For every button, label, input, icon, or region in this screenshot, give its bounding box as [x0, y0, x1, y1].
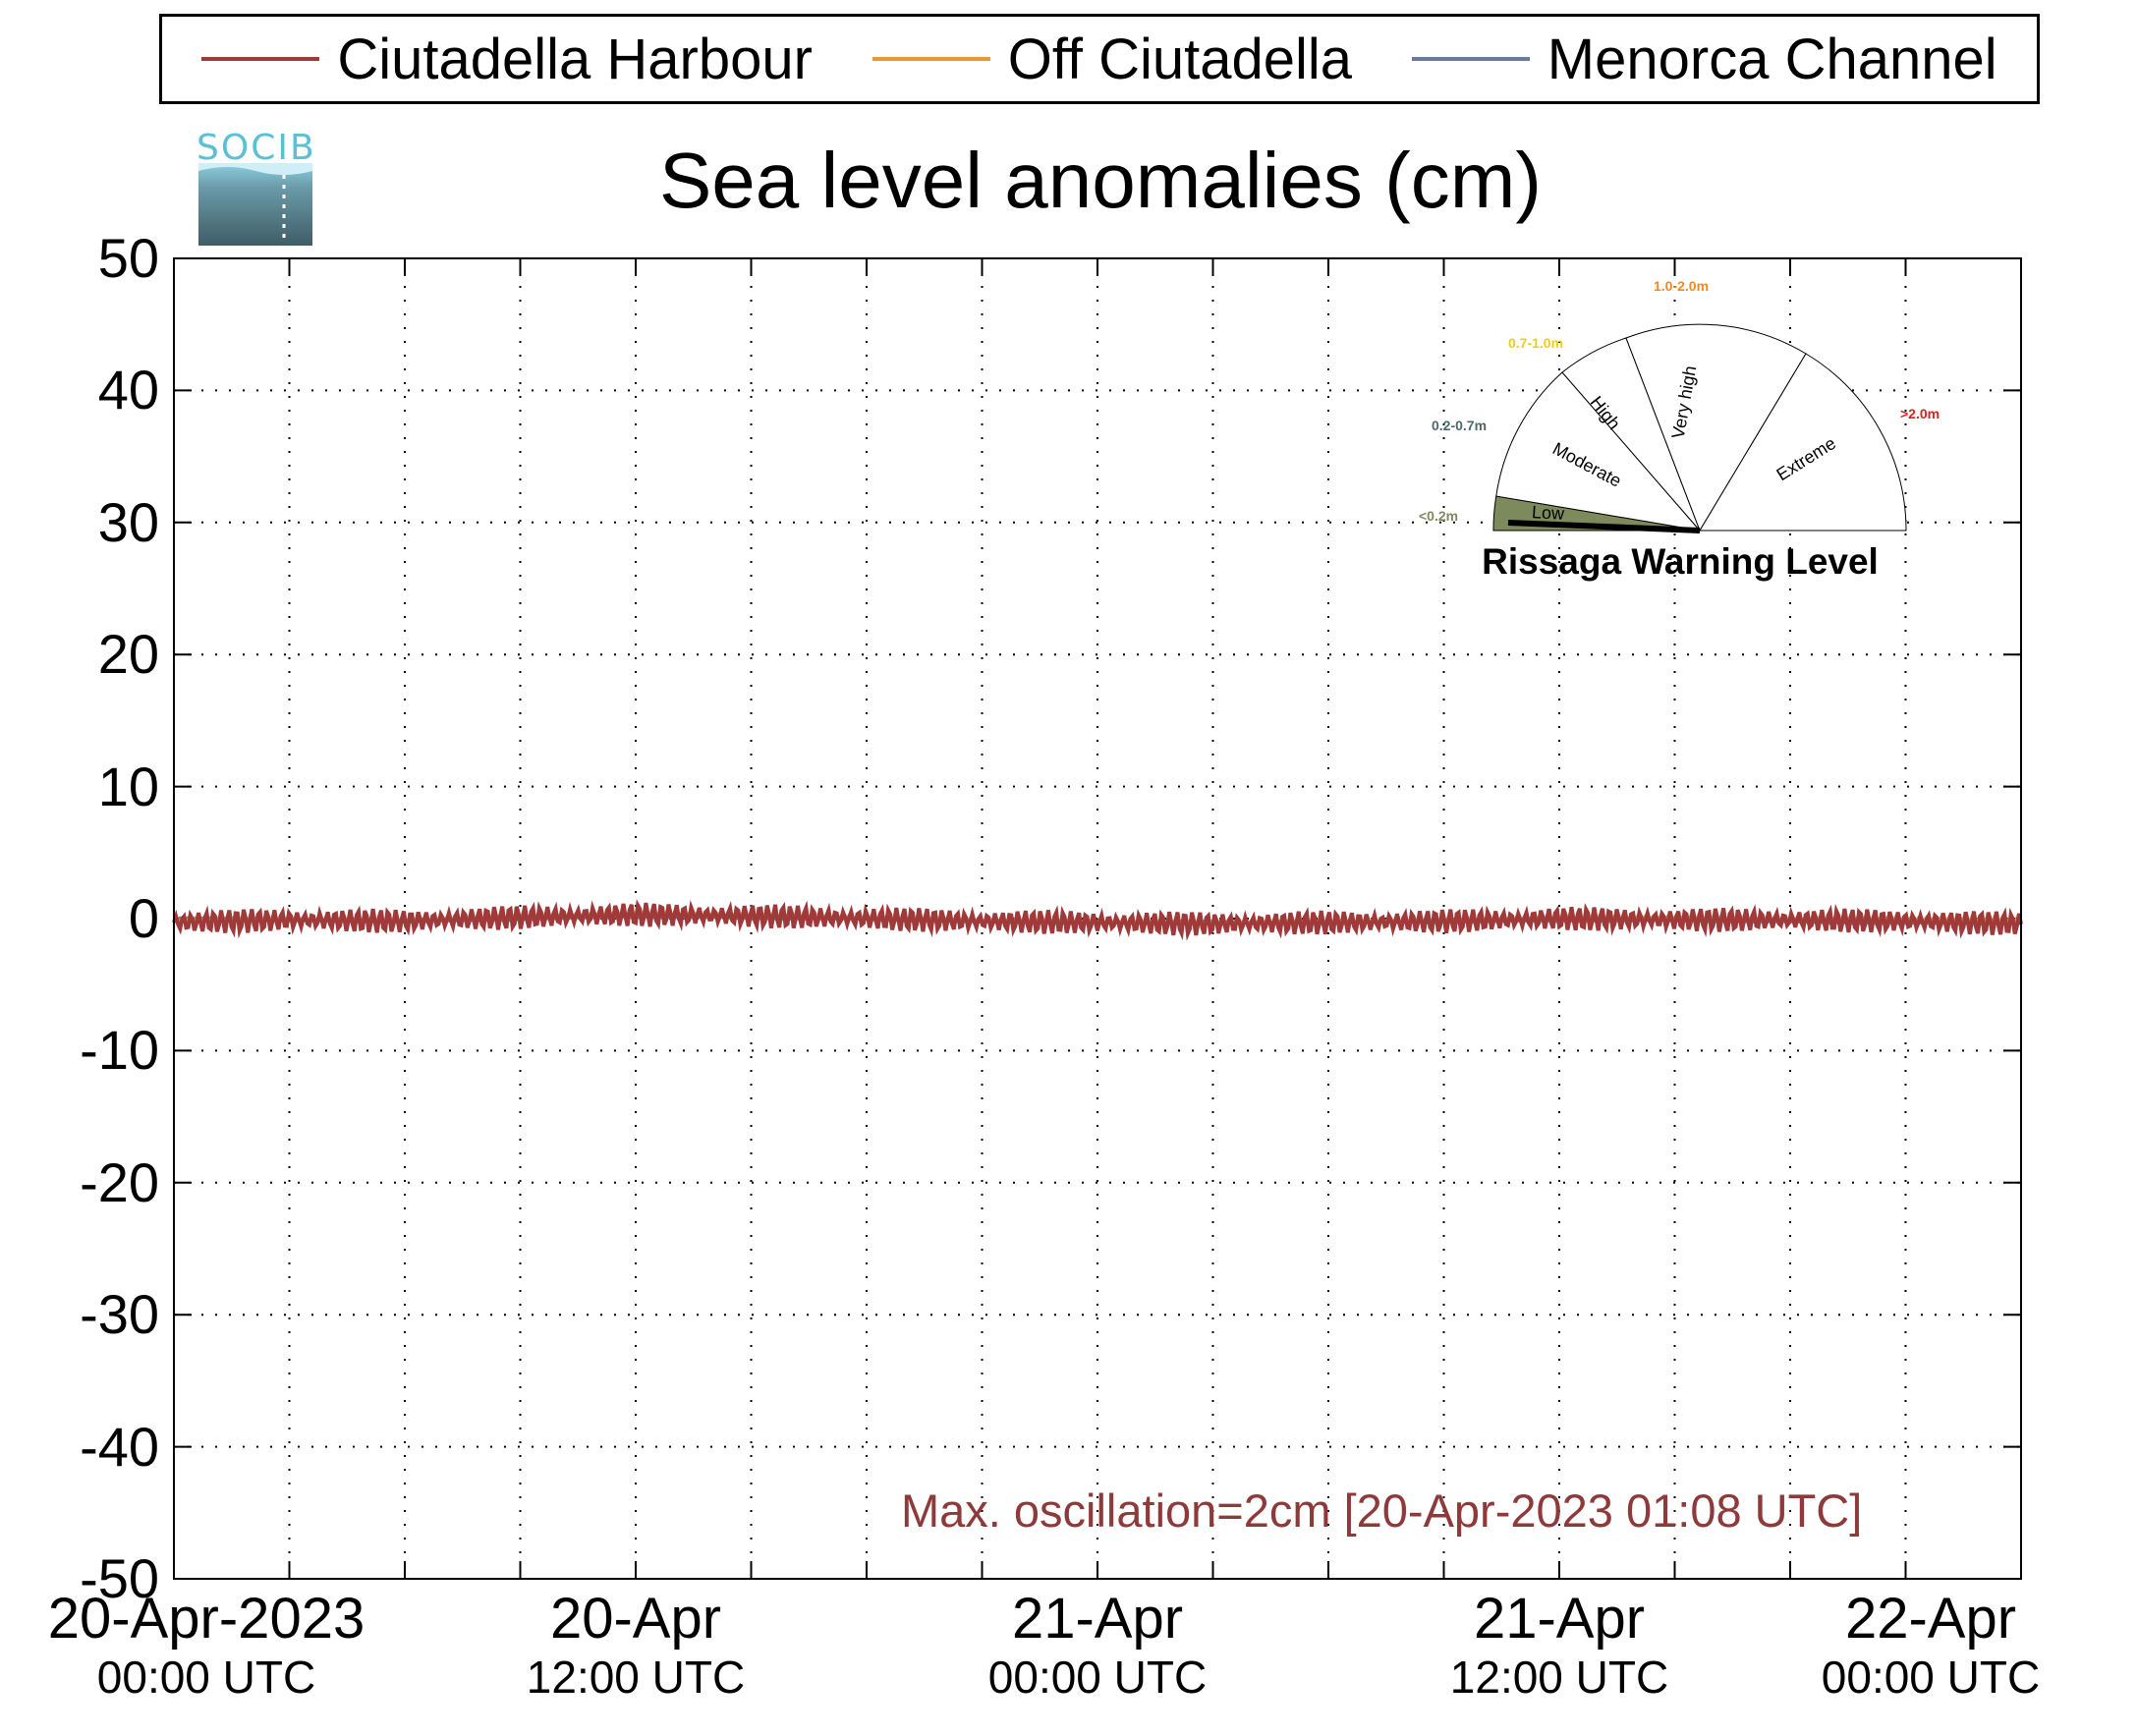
gauge-dial: [1492, 323, 1907, 533]
max-oscillation-annotation: Max. oscillation=2cm [20-Apr-2023 01:08 …: [901, 1484, 1863, 1537]
legend-label: Menorca Channel: [1547, 27, 1997, 91]
x-tick-label: 21-Apr 12:00 UTC: [1353, 1589, 1766, 1705]
chart-title: Sea level anomalies (cm): [658, 137, 1543, 224]
x-tick-time: 12:00 UTC: [1449, 1652, 1669, 1703]
x-tick-date: 20-Apr-2023: [47, 1587, 366, 1651]
legend-label: Ciutadella Harbour: [337, 27, 813, 91]
y-tick-label: -40: [80, 1415, 159, 1478]
y-tick-label: -50: [80, 1547, 159, 1609]
rissaga-warning-gauge: <0.2m 0.2-0.7m 0.7-1.0m 1.0-2.0m >2.0m L…: [1415, 270, 1945, 594]
y-tick-label: -20: [80, 1150, 159, 1213]
plot-frame: [173, 257, 2022, 1580]
x-tick-date: 21-Apr: [1011, 1587, 1184, 1651]
x-tick-date: 20-Apr: [549, 1587, 722, 1651]
gauge-range-moderate: 0.2-0.7m: [1432, 418, 1488, 433]
legend-swatch-off-ciutadella: [872, 57, 990, 61]
x-tick-label: 22-Apr 00:00 UTC: [1724, 1589, 2137, 1705]
y-tick-label: 50: [97, 227, 159, 289]
y-tick-label: -30: [80, 1283, 159, 1346]
logo-wave: [198, 163, 312, 240]
y-tick-label: 20: [97, 623, 159, 686]
legend-item-ciutadella-harbour: Ciutadella Harbour: [201, 27, 813, 92]
x-tick-time: 12:00 UTC: [526, 1652, 746, 1703]
legend-item-off-ciutadella: Off Ciutadella: [872, 27, 1352, 92]
x-tick-date: 22-Apr: [1844, 1587, 2017, 1651]
gauge-needle: [1507, 520, 1701, 533]
legend-label: Off Ciutadella: [1007, 27, 1353, 91]
gauge-sector-low: Low: [1531, 502, 1565, 524]
x-tick-label: 20-Apr 12:00 UTC: [429, 1589, 842, 1705]
gauge-range-low: <0.2m: [1419, 508, 1459, 524]
logo-text: SOCIB: [197, 128, 316, 168]
x-tick-date: 21-Apr: [1473, 1587, 1646, 1651]
x-tick-time: 00:00 UTC: [96, 1652, 316, 1703]
series-line-ciutadella-harbour: [172, 899, 2023, 941]
legend: Ciutadella Harbour Off Ciutadella Menorc…: [159, 14, 2040, 104]
x-tick-label: 21-Apr 00:00 UTC: [891, 1589, 1304, 1705]
y-tick-label: 40: [97, 359, 159, 421]
y-tick-label: 10: [97, 755, 159, 817]
x-tick-time: 00:00 UTC: [1821, 1652, 2041, 1703]
y-tick-label: -10: [80, 1019, 159, 1082]
legend-swatch-menorca-channel: [1411, 57, 1530, 61]
socib-logo: SOCIB: [197, 128, 314, 246]
gauge-title: Rissaga Warning Level: [1482, 541, 1879, 582]
gauge-range-high: 0.7-1.0m: [1508, 335, 1564, 351]
y-tick-label: 0: [128, 887, 159, 949]
gauge-range-very-high: 1.0-2.0m: [1654, 278, 1710, 294]
y-tick-label: 30: [97, 490, 159, 553]
logo-graphic: [198, 163, 312, 246]
gauge-range-extreme: >2.0m: [1900, 406, 1940, 421]
x-tick-time: 00:00 UTC: [987, 1652, 1208, 1703]
legend-swatch-ciutadella-harbour: [201, 57, 320, 61]
x-tick-label: 20-Apr-2023 00:00 UTC: [0, 1589, 413, 1705]
legend-item-menorca-channel: Menorca Channel: [1411, 27, 1997, 92]
